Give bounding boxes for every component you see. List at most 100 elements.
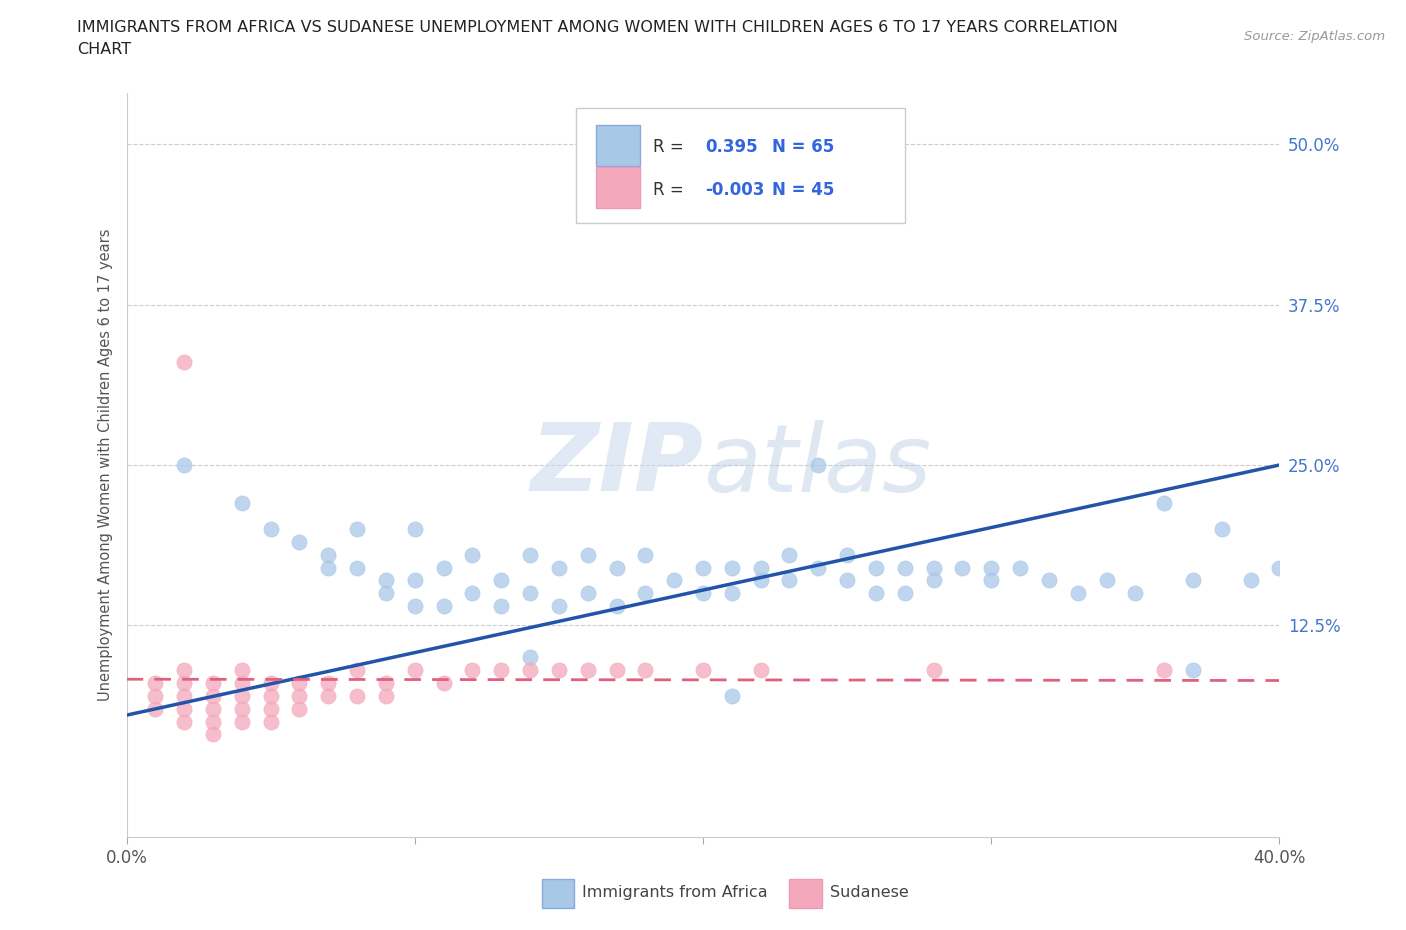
Point: [288, 535, 311, 550]
Text: Sudanese: Sudanese: [830, 885, 908, 900]
Point: [779, 573, 801, 588]
Point: [145, 675, 166, 690]
Point: [259, 675, 281, 690]
Point: [346, 522, 368, 537]
Point: [865, 560, 887, 575]
Point: [346, 688, 368, 703]
Point: [980, 573, 1002, 588]
Text: R =: R =: [654, 180, 689, 199]
Point: [374, 675, 398, 690]
Point: [1067, 586, 1090, 601]
Text: Source: ZipAtlas.com: Source: ZipAtlas.com: [1244, 30, 1385, 43]
Point: [749, 560, 772, 575]
Point: [720, 586, 742, 601]
Point: [922, 663, 945, 678]
Point: [173, 701, 195, 716]
Point: [1153, 496, 1175, 511]
Point: [173, 675, 195, 690]
Point: [749, 663, 772, 678]
FancyBboxPatch shape: [596, 167, 640, 208]
FancyBboxPatch shape: [541, 880, 574, 908]
Point: [173, 688, 195, 703]
Point: [576, 548, 599, 563]
Point: [692, 663, 714, 678]
Point: [288, 701, 311, 716]
Point: [202, 675, 225, 690]
Point: [404, 573, 426, 588]
Point: [1211, 522, 1233, 537]
Point: [346, 663, 368, 678]
Point: [259, 714, 281, 729]
Point: [922, 573, 945, 588]
Point: [318, 560, 340, 575]
Point: [835, 573, 858, 588]
Point: [548, 560, 571, 575]
Point: [1153, 663, 1175, 678]
Point: [231, 701, 253, 716]
Text: Immigrants from Africa: Immigrants from Africa: [582, 885, 768, 900]
Point: [605, 663, 627, 678]
Point: [202, 688, 225, 703]
Text: N = 65: N = 65: [772, 139, 834, 156]
Text: -0.003: -0.003: [706, 180, 765, 199]
Y-axis label: Unemployment Among Women with Children Ages 6 to 17 years: Unemployment Among Women with Children A…: [98, 229, 114, 701]
Text: IMMIGRANTS FROM AFRICA VS SUDANESE UNEMPLOYMENT AMONG WOMEN WITH CHILDREN AGES 6: IMMIGRANTS FROM AFRICA VS SUDANESE UNEMP…: [77, 20, 1118, 35]
Point: [288, 688, 311, 703]
Point: [318, 675, 340, 690]
Point: [605, 599, 627, 614]
Point: [288, 675, 311, 690]
Point: [461, 548, 484, 563]
Point: [720, 560, 742, 575]
Point: [489, 599, 512, 614]
Point: [404, 522, 426, 537]
Point: [664, 573, 686, 588]
FancyBboxPatch shape: [596, 125, 640, 166]
Point: [231, 496, 253, 511]
Point: [259, 701, 281, 716]
Point: [173, 458, 195, 472]
Point: [519, 663, 541, 678]
Text: N = 45: N = 45: [772, 180, 835, 199]
Point: [1095, 573, 1118, 588]
Point: [202, 714, 225, 729]
Point: [231, 675, 253, 690]
FancyBboxPatch shape: [576, 108, 905, 223]
Point: [634, 548, 657, 563]
Point: [779, 548, 801, 563]
Point: [1268, 560, 1291, 575]
Point: [374, 573, 398, 588]
Point: [404, 599, 426, 614]
Point: [807, 458, 830, 472]
Point: [374, 688, 398, 703]
Point: [894, 586, 917, 601]
Point: [894, 560, 917, 575]
Point: [433, 675, 456, 690]
Text: 0.395: 0.395: [706, 139, 758, 156]
Point: [980, 560, 1002, 575]
Point: [259, 522, 281, 537]
Point: [835, 548, 858, 563]
Point: [1240, 573, 1263, 588]
Point: [433, 599, 456, 614]
Point: [519, 650, 541, 665]
Text: atlas: atlas: [703, 419, 931, 511]
Point: [634, 586, 657, 601]
Point: [1008, 560, 1031, 575]
Point: [346, 560, 368, 575]
Point: [807, 560, 830, 575]
Text: CHART: CHART: [77, 42, 131, 57]
Point: [548, 599, 571, 614]
Point: [231, 688, 253, 703]
Point: [749, 573, 772, 588]
Point: [404, 663, 426, 678]
Point: [692, 560, 714, 575]
Point: [1038, 573, 1060, 588]
Point: [461, 586, 484, 601]
Point: [692, 586, 714, 601]
Point: [231, 663, 253, 678]
Point: [922, 560, 945, 575]
Point: [519, 586, 541, 601]
Point: [173, 714, 195, 729]
Point: [173, 663, 195, 678]
Point: [461, 663, 484, 678]
